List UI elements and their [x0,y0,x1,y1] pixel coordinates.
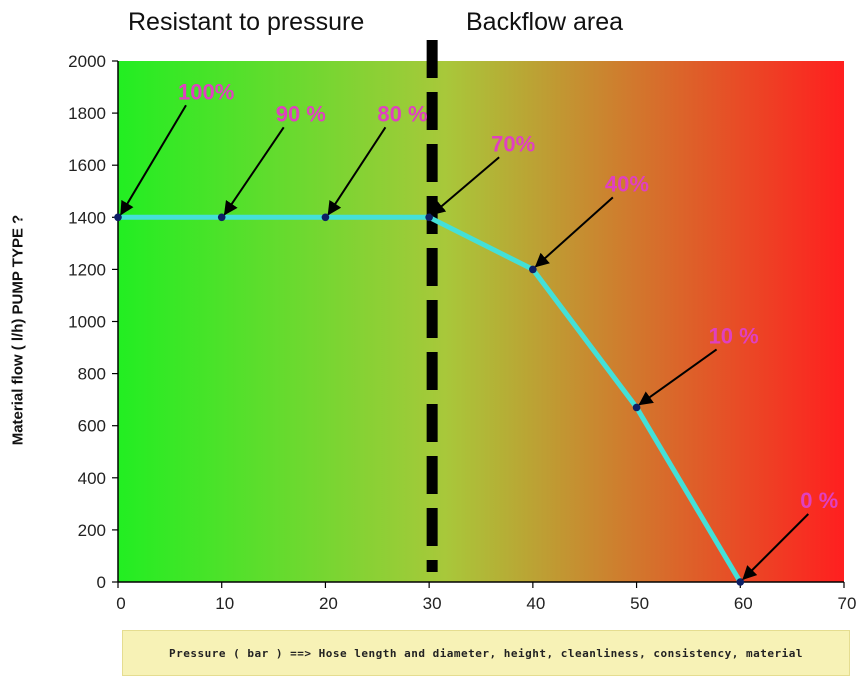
plot-area-background [118,61,844,582]
axes: 0 200 400 600 800 1000 1200 1400 1600 1800 2000 0 10… [68,52,856,613]
annotation-layer: 100% 90 % 80 % 70% 40% 10 % 0 % [120,79,838,580]
annotation-arrow [327,126,387,216]
annotation-arrow [742,513,809,580]
annotation-arrow [431,156,500,216]
x-axis-label-box: Pressure ( bar ) ==> Hose length and dia… [122,630,850,676]
region-title-left: Resistant to pressure [128,8,365,36]
x-axis-label: Pressure ( bar ) ==> Hose length and dia… [169,646,803,660]
y-tick-label: 1600 [68,156,106,175]
annotation-arrow [534,196,614,268]
x-tick-label: 50 [630,594,649,613]
y-tick-label: 1800 [68,104,106,123]
data-point [529,265,537,274]
y-tick-label: 400 [78,469,106,488]
y-tick-label: 1000 [68,313,106,332]
annotation-label: 0 % [800,488,838,513]
annotation-label: 40% [605,171,649,196]
region-title-right: Backflow area [466,8,624,36]
data-point [736,578,745,586]
data-point [321,213,330,222]
x-tick-label: 10 [215,594,234,613]
x-tick-label: 70 [838,594,856,613]
x-tick-label: 20 [319,594,338,613]
data-point [425,213,433,222]
y-axis-label: Material flow ( l/h) PUMP TYPE ? [9,214,27,446]
data-point [217,213,226,222]
data-point [114,213,122,222]
series-layer [114,213,745,586]
y-tick-label: 800 [78,365,106,384]
annotation-label: 10 % [709,323,759,348]
y-tick-label: 200 [78,521,106,540]
annotation-label: 90 % [276,101,326,126]
y-axis-label-wrap: Material flow ( l/h) PUMP TYPE ? [4,170,32,490]
x-tick-label: 0 [116,594,125,613]
annotation-label: 80 % [377,101,427,126]
x-tick-label: 60 [734,594,753,613]
annotation-label: 100% [178,79,234,104]
y-tick-label: 2000 [68,52,106,71]
y-tick-label: 1400 [68,208,106,227]
data-point [632,403,641,412]
x-tick-label: 30 [423,594,442,613]
annotation-label: 70% [491,131,535,156]
x-tick-label: 40 [526,594,545,613]
y-tick-label: 0 [97,573,106,592]
annotation-arrow [638,348,718,406]
annotation-arrow [223,126,285,216]
y-tick-label: 1200 [68,260,106,279]
y-tick-label: 600 [78,417,106,436]
annotation-arrow [120,104,187,216]
